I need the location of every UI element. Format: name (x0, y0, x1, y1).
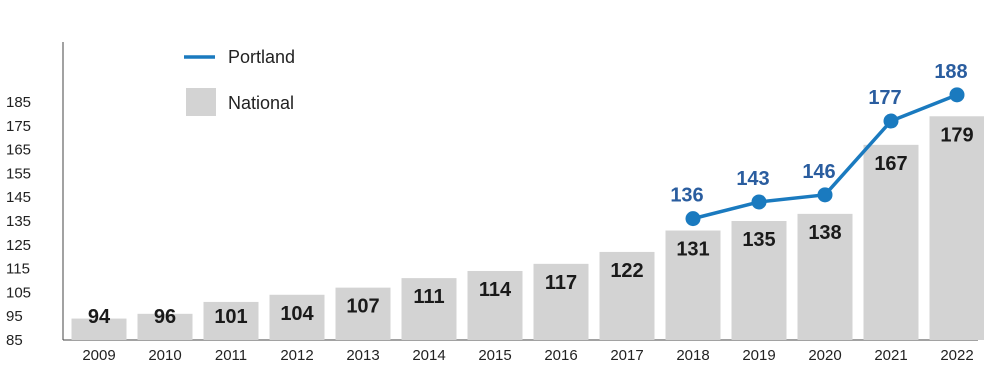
national-bar (71, 318, 127, 340)
portland-point (685, 211, 701, 227)
x-tick-label: 2022 (940, 347, 973, 364)
x-tick-label: 2015 (478, 347, 511, 364)
legend-national-square-icon (186, 88, 216, 116)
portland-point (817, 187, 833, 203)
portland-point-label: 146 (802, 161, 835, 183)
x-tick-label: 2018 (676, 347, 709, 364)
portland-point (883, 113, 899, 129)
legend-portland-label: Portland (228, 47, 295, 67)
national-bar-label: 107 (346, 296, 379, 318)
national-bar (599, 251, 655, 340)
national-bar-label: 111 (413, 286, 444, 308)
y-tick-label: 145 (6, 189, 31, 206)
national-bar-label: 114 (479, 279, 512, 301)
portland-point (751, 194, 767, 210)
national-bar (269, 294, 325, 340)
x-tick-label: 2010 (148, 347, 181, 364)
national-bar (731, 221, 787, 340)
x-tick-label: 2012 (280, 347, 313, 364)
national-bar (335, 287, 391, 340)
y-tick-label: 85 (6, 332, 23, 349)
national-bar-labels: 94 96 101 104 107 111 114 117 122 131 135 138 167 179 (88, 124, 974, 328)
portland-line-series: 136 143 146 177 188 (670, 61, 968, 227)
national-bar-label: 179 (940, 124, 973, 146)
national-bar-label: 94 (88, 306, 111, 328)
x-tick-label: 2011 (215, 347, 247, 364)
national-bar (467, 270, 523, 340)
national-bar (929, 116, 984, 340)
y-tick-label: 175 (6, 118, 31, 135)
national-bar-label: 101 (214, 306, 247, 328)
national-bars (71, 116, 984, 340)
national-bar-label: 104 (280, 303, 314, 325)
y-tick-label: 185 (6, 94, 31, 111)
y-tick-label: 165 (6, 142, 31, 159)
national-bar (137, 313, 193, 340)
x-tick-label: 2009 (82, 347, 115, 364)
portland-point-label: 177 (868, 87, 901, 109)
x-tick-label: 2021 (874, 347, 907, 364)
y-tick-label: 95 (6, 308, 23, 325)
national-bar (533, 263, 589, 340)
national-bar (797, 213, 853, 340)
x-axis-ticks: 2009 2010 2011 2012 2013 2014 2015 2016 2017 2018… (82, 347, 973, 364)
national-bar-label: 138 (808, 222, 841, 244)
portland-point-label: 136 (670, 185, 703, 207)
national-bar-label: 135 (742, 229, 775, 251)
national-bar (401, 278, 457, 340)
y-axis-ticks: 185 175 165 155 145 135 125 115 105 95 85 (6, 94, 31, 349)
y-tick-label: 115 (6, 261, 30, 278)
national-bar-label: 117 (545, 272, 577, 294)
x-tick-label: 2019 (742, 347, 775, 364)
national-bar (203, 301, 259, 340)
legend-national-label: National (228, 93, 294, 113)
y-tick-label: 155 (6, 165, 31, 182)
legend: Portland National (184, 47, 295, 116)
national-bar-label: 167 (874, 153, 907, 175)
national-bar-label: 96 (154, 306, 176, 328)
x-tick-label: 2020 (808, 347, 841, 364)
y-tick-label: 125 (6, 237, 31, 254)
y-tick-label: 135 (6, 213, 31, 230)
portland-point-label: 188 (934, 61, 967, 83)
national-bar (863, 144, 919, 340)
y-tick-label: 105 (6, 284, 31, 301)
national-bar-label: 122 (610, 260, 643, 282)
x-tick-label: 2014 (412, 347, 445, 364)
national-bar (665, 230, 721, 340)
x-tick-label: 2013 (346, 347, 379, 364)
x-tick-label: 2017 (610, 347, 643, 364)
national-bar-label: 131 (676, 239, 709, 261)
portland-point (949, 87, 965, 103)
x-tick-label: 2016 (544, 347, 577, 364)
portland-point-label: 143 (736, 168, 769, 190)
